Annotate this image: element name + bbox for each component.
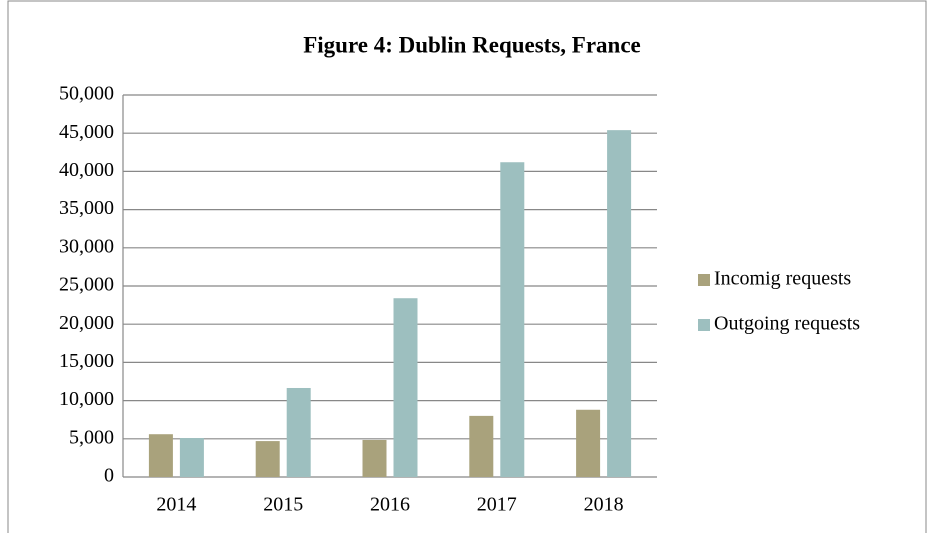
bar — [179, 438, 204, 477]
y-tick-label: 10,000 — [59, 388, 114, 410]
legend-label: Outgoing requests — [714, 313, 860, 335]
bar — [469, 415, 494, 477]
chart-frame — [7, 0, 927, 533]
chart-title: Figure 4: Dublin Requests, France — [303, 32, 641, 57]
bar — [393, 298, 418, 477]
legend-label: Incomig requests — [714, 268, 851, 290]
y-tick-label: 35,000 — [59, 197, 114, 219]
x-tick-label: 2015 — [263, 494, 303, 516]
bar — [148, 434, 173, 477]
x-tick-label: 2016 — [370, 494, 410, 516]
y-tick-label: 0 — [104, 465, 114, 487]
y-tick-label: 25,000 — [59, 274, 114, 296]
y-tick-label: 5,000 — [69, 426, 114, 448]
x-tick-label: 2018 — [584, 494, 624, 516]
legend-swatch — [698, 274, 710, 286]
y-tick-label: 30,000 — [59, 235, 114, 257]
legend-swatch — [698, 319, 710, 331]
bar — [500, 162, 525, 477]
bar — [362, 439, 387, 477]
x-tick-label: 2017 — [477, 494, 517, 516]
y-tick-label: 40,000 — [59, 159, 114, 181]
bar — [576, 409, 601, 477]
bar — [255, 441, 280, 477]
y-tick-label: 50,000 — [59, 83, 114, 105]
x-tick-label: 2014 — [156, 494, 196, 516]
y-tick-label: 20,000 — [59, 312, 114, 334]
bar — [607, 130, 632, 478]
y-tick-label: 15,000 — [59, 350, 114, 372]
y-tick-label: 45,000 — [59, 121, 114, 143]
bar — [286, 387, 311, 477]
